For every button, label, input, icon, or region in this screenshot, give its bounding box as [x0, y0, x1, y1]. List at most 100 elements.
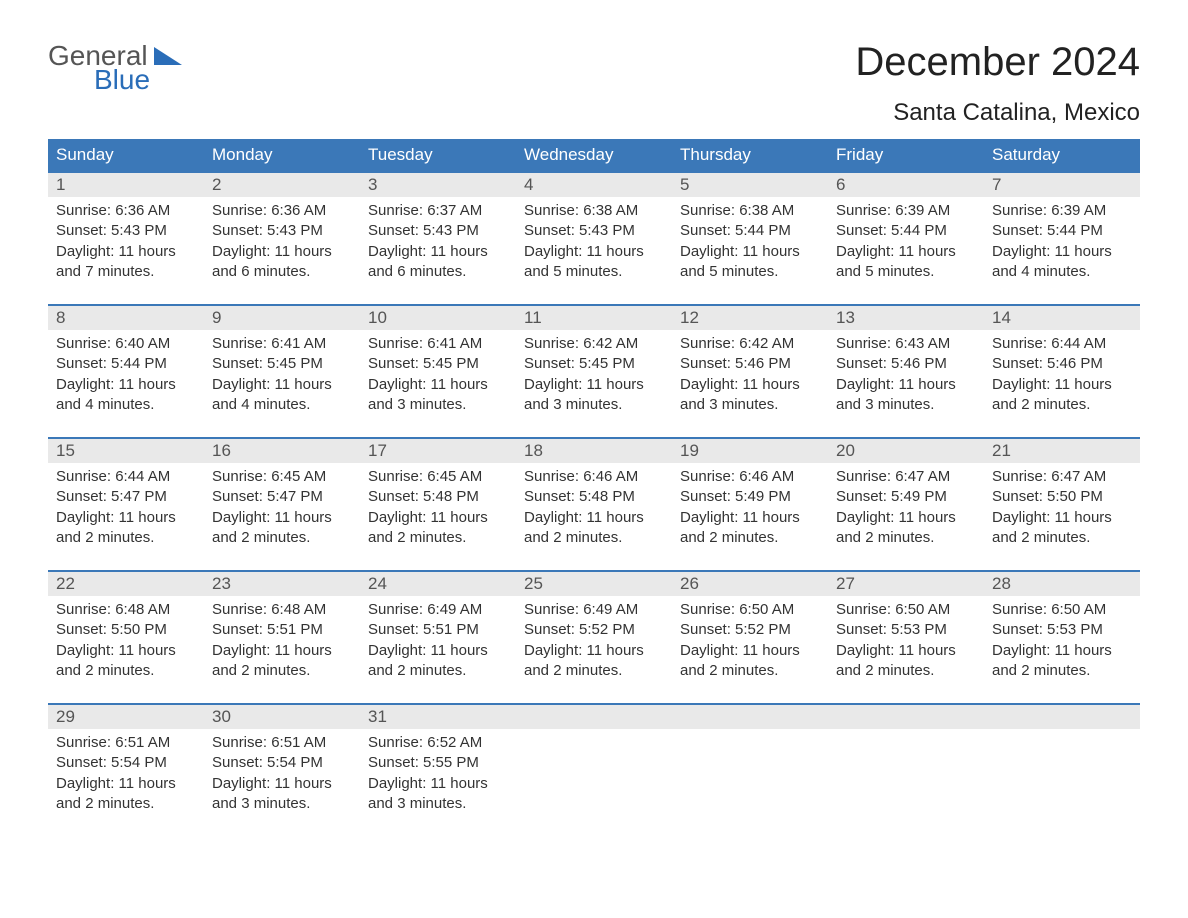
day-number-cell: 14 — [984, 306, 1140, 330]
day-body-row: Sunrise: 6:44 AMSunset: 5:47 PMDaylight:… — [48, 463, 1140, 556]
day-sunrise-text: Sunrise: 6:47 AM — [836, 467, 976, 487]
day-number-cell: 29 — [48, 705, 204, 729]
day-sunset-text: Sunset: 5:43 PM — [524, 221, 664, 241]
day-day1-text: Daylight: 11 hours — [368, 774, 508, 794]
day-day1-text: Daylight: 11 hours — [680, 242, 820, 262]
day-number-cell: 3 — [360, 173, 516, 197]
day-day1-text: Daylight: 11 hours — [368, 641, 508, 661]
day-number-cell — [828, 705, 984, 729]
day-sunset-text: Sunset: 5:51 PM — [212, 620, 352, 640]
day-body-cell: Sunrise: 6:51 AMSunset: 5:54 PMDaylight:… — [204, 729, 360, 822]
day-sunrise-text: Sunrise: 6:46 AM — [680, 467, 820, 487]
day-day1-text: Daylight: 11 hours — [524, 375, 664, 395]
week-block: 22232425262728Sunrise: 6:48 AMSunset: 5:… — [48, 570, 1140, 689]
day-number-cell — [672, 705, 828, 729]
day-number-cell: 22 — [48, 572, 204, 596]
day-day2-text: and 3 minutes. — [680, 395, 820, 415]
days-of-week-header: SundayMondayTuesdayWednesdayThursdayFrid… — [48, 139, 1140, 171]
week-block: 293031Sunrise: 6:51 AMSunset: 5:54 PMDay… — [48, 703, 1140, 822]
day-day1-text: Daylight: 11 hours — [56, 242, 196, 262]
day-body-cell: Sunrise: 6:45 AMSunset: 5:48 PMDaylight:… — [360, 463, 516, 556]
day-sunset-text: Sunset: 5:49 PM — [836, 487, 976, 507]
day-sunset-text: Sunset: 5:47 PM — [56, 487, 196, 507]
day-sunrise-text: Sunrise: 6:39 AM — [992, 201, 1132, 221]
day-number-cell: 9 — [204, 306, 360, 330]
dow-cell: Friday — [828, 139, 984, 171]
day-number-cell: 10 — [360, 306, 516, 330]
day-number-cell: 24 — [360, 572, 516, 596]
day-day2-text: and 2 minutes. — [56, 794, 196, 814]
day-sunset-text: Sunset: 5:45 PM — [524, 354, 664, 374]
week-block: 891011121314Sunrise: 6:40 AMSunset: 5:44… — [48, 304, 1140, 423]
day-sunset-text: Sunset: 5:49 PM — [680, 487, 820, 507]
page-title: December 2024 — [855, 40, 1140, 85]
day-day1-text: Daylight: 11 hours — [836, 508, 976, 528]
day-day1-text: Daylight: 11 hours — [212, 242, 352, 262]
day-sunrise-text: Sunrise: 6:38 AM — [680, 201, 820, 221]
day-sunrise-text: Sunrise: 6:42 AM — [680, 334, 820, 354]
day-number-row: 15161718192021 — [48, 437, 1140, 463]
day-sunrise-text: Sunrise: 6:40 AM — [56, 334, 196, 354]
day-day2-text: and 5 minutes. — [836, 262, 976, 282]
day-body-cell: Sunrise: 6:38 AMSunset: 5:43 PMDaylight:… — [516, 197, 672, 290]
day-sunset-text: Sunset: 5:43 PM — [56, 221, 196, 241]
day-day1-text: Daylight: 11 hours — [524, 641, 664, 661]
day-day1-text: Daylight: 11 hours — [212, 375, 352, 395]
day-day1-text: Daylight: 11 hours — [524, 508, 664, 528]
day-body-cell: Sunrise: 6:52 AMSunset: 5:55 PMDaylight:… — [360, 729, 516, 822]
day-number-cell: 18 — [516, 439, 672, 463]
day-day2-text: and 2 minutes. — [524, 661, 664, 681]
day-body-cell — [672, 729, 828, 822]
day-sunset-text: Sunset: 5:54 PM — [56, 753, 196, 773]
day-body-cell: Sunrise: 6:44 AMSunset: 5:47 PMDaylight:… — [48, 463, 204, 556]
day-day1-text: Daylight: 11 hours — [212, 774, 352, 794]
day-body-cell: Sunrise: 6:48 AMSunset: 5:51 PMDaylight:… — [204, 596, 360, 689]
day-day2-text: and 3 minutes. — [368, 794, 508, 814]
day-sunset-text: Sunset: 5:46 PM — [836, 354, 976, 374]
day-day1-text: Daylight: 11 hours — [680, 641, 820, 661]
day-day2-text: and 4 minutes. — [992, 262, 1132, 282]
day-day2-text: and 6 minutes. — [212, 262, 352, 282]
day-day1-text: Daylight: 11 hours — [836, 375, 976, 395]
dow-cell: Wednesday — [516, 139, 672, 171]
day-body-cell: Sunrise: 6:51 AMSunset: 5:54 PMDaylight:… — [48, 729, 204, 822]
day-body-cell: Sunrise: 6:40 AMSunset: 5:44 PMDaylight:… — [48, 330, 204, 423]
day-body-cell: Sunrise: 6:43 AMSunset: 5:46 PMDaylight:… — [828, 330, 984, 423]
day-body-cell: Sunrise: 6:37 AMSunset: 5:43 PMDaylight:… — [360, 197, 516, 290]
day-sunset-text: Sunset: 5:44 PM — [56, 354, 196, 374]
day-sunrise-text: Sunrise: 6:38 AM — [524, 201, 664, 221]
day-body-cell: Sunrise: 6:36 AMSunset: 5:43 PMDaylight:… — [48, 197, 204, 290]
day-day1-text: Daylight: 11 hours — [212, 508, 352, 528]
day-number-cell: 12 — [672, 306, 828, 330]
day-body-cell: Sunrise: 6:46 AMSunset: 5:49 PMDaylight:… — [672, 463, 828, 556]
day-sunset-text: Sunset: 5:51 PM — [368, 620, 508, 640]
week-block: 1234567Sunrise: 6:36 AMSunset: 5:43 PMDa… — [48, 171, 1140, 290]
day-day2-text: and 2 minutes. — [368, 661, 508, 681]
location-subtitle: Santa Catalina, Mexico — [855, 99, 1140, 127]
day-body-cell: Sunrise: 6:38 AMSunset: 5:44 PMDaylight:… — [672, 197, 828, 290]
day-sunrise-text: Sunrise: 6:50 AM — [992, 600, 1132, 620]
day-day2-text: and 3 minutes. — [524, 395, 664, 415]
day-day1-text: Daylight: 11 hours — [56, 641, 196, 661]
day-day1-text: Daylight: 11 hours — [992, 508, 1132, 528]
header: General Blue December 2024 Santa Catalin… — [48, 40, 1140, 127]
day-day1-text: Daylight: 11 hours — [680, 375, 820, 395]
day-sunset-text: Sunset: 5:46 PM — [680, 354, 820, 374]
day-body-cell: Sunrise: 6:48 AMSunset: 5:50 PMDaylight:… — [48, 596, 204, 689]
day-day1-text: Daylight: 11 hours — [56, 508, 196, 528]
day-sunrise-text: Sunrise: 6:47 AM — [992, 467, 1132, 487]
day-day2-text: and 2 minutes. — [992, 661, 1132, 681]
day-sunset-text: Sunset: 5:54 PM — [212, 753, 352, 773]
day-day2-text: and 3 minutes. — [836, 395, 976, 415]
day-number-cell: 16 — [204, 439, 360, 463]
day-number-cell: 27 — [828, 572, 984, 596]
day-number-cell: 19 — [672, 439, 828, 463]
day-sunset-text: Sunset: 5:50 PM — [992, 487, 1132, 507]
day-number-cell — [984, 705, 1140, 729]
day-sunrise-text: Sunrise: 6:36 AM — [212, 201, 352, 221]
day-number-row: 1234567 — [48, 171, 1140, 197]
day-body-cell: Sunrise: 6:39 AMSunset: 5:44 PMDaylight:… — [828, 197, 984, 290]
day-day1-text: Daylight: 11 hours — [992, 375, 1132, 395]
day-body-cell: Sunrise: 6:47 AMSunset: 5:50 PMDaylight:… — [984, 463, 1140, 556]
day-sunrise-text: Sunrise: 6:43 AM — [836, 334, 976, 354]
